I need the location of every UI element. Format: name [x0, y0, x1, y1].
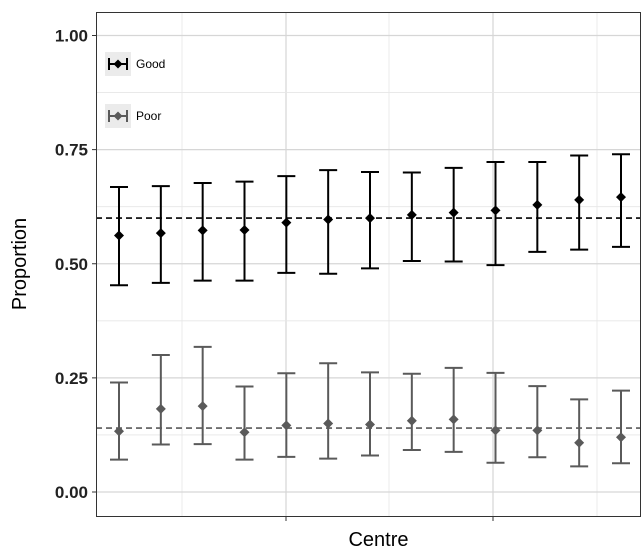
y-tick-label: 0.75	[55, 141, 88, 160]
error-bar-poor	[110, 381, 128, 461]
data-point-good	[239, 224, 250, 235]
y-tick-label: 1.00	[55, 27, 88, 46]
data-point-poor	[406, 415, 417, 426]
error-bar-poor	[235, 385, 254, 461]
data-point-good	[574, 194, 585, 205]
plot-background	[96, 12, 641, 517]
data-point-good	[197, 225, 208, 236]
data-point-good	[281, 217, 292, 228]
data-point-poor	[490, 425, 501, 436]
data-point-good	[114, 230, 124, 241]
y-tick-label: 0.25	[55, 369, 88, 388]
plot-panel	[96, 12, 641, 517]
error-bar-poor	[361, 371, 379, 457]
data-point-good	[616, 192, 626, 203]
data-point-good	[532, 199, 543, 210]
axes: 0.00 0.25 0.50 0.75 1.00	[55, 27, 494, 521]
data-point-poor	[197, 401, 208, 412]
data-point-good	[155, 228, 166, 239]
data-point-good	[490, 205, 501, 216]
legend: Good Poor	[105, 52, 165, 128]
data-point-poor	[448, 414, 459, 425]
legend-key-point	[113, 111, 123, 121]
data-point-poor	[574, 437, 585, 448]
error-bars	[110, 153, 630, 468]
data-point-poor	[532, 425, 543, 436]
data-point-poor	[323, 418, 334, 429]
legend-label-poor: Poor	[136, 109, 161, 123]
legend-item-good: Good	[105, 52, 165, 76]
y-axis-title: Proportion	[9, 218, 31, 310]
data-point-good	[365, 213, 375, 224]
data-points	[114, 192, 626, 448]
data-point-good	[406, 209, 417, 220]
error-bar-poor	[528, 385, 547, 459]
y-tick-label: 0.00	[55, 483, 88, 502]
data-point-good	[448, 207, 459, 218]
error-bar-poor	[277, 372, 296, 458]
data-point-good	[323, 214, 334, 225]
error-bar-poor	[570, 398, 589, 468]
y-tick-label: 0.50	[55, 255, 88, 274]
legend-key-point	[113, 59, 123, 69]
legend-label-good: Good	[136, 57, 165, 71]
error-bar-poor	[402, 372, 421, 452]
legend-item-poor: Poor	[105, 104, 161, 128]
error-bar-poor	[151, 354, 170, 446]
gridlines	[96, 12, 641, 517]
error-bar-poor	[612, 389, 630, 465]
data-point-poor	[365, 419, 375, 430]
data-point-poor	[281, 420, 292, 431]
error-bar-poor	[193, 345, 212, 446]
data-point-poor	[239, 427, 250, 438]
data-point-poor	[155, 403, 166, 414]
error-bar-poor	[444, 366, 463, 453]
data-point-poor	[114, 426, 124, 437]
data-point-poor	[616, 432, 626, 443]
error-bar-poor	[319, 362, 338, 460]
error-bar-poor	[486, 371, 505, 464]
x-axis-title: Centre	[348, 529, 408, 551]
